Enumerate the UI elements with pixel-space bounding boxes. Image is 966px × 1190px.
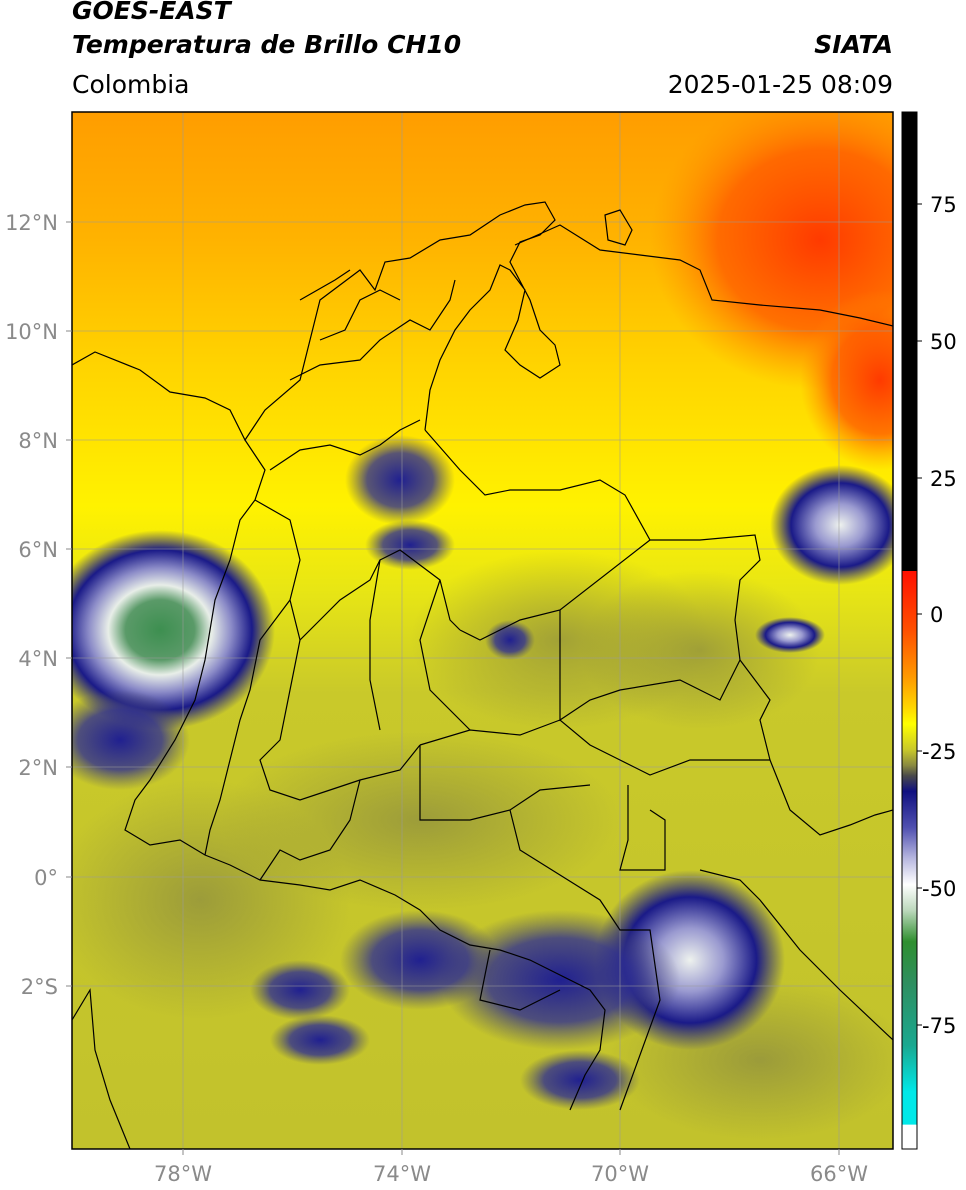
- colorbar-label: 0: [930, 603, 943, 627]
- lon-label: 78°W: [154, 1162, 212, 1186]
- lat-axis: 12°N 10°N 8°N 6°N 4°N 2°N 0° 2°S: [5, 211, 72, 999]
- lat-label: 10°N: [5, 320, 58, 344]
- convective-cloud-west: [72, 530, 275, 730]
- satellite-title: GOES-EAST: [72, 0, 231, 25]
- colorbar-label: -50: [922, 877, 956, 901]
- colorbar: 75 50 25 0 -25 -50 -75: [901, 111, 957, 1150]
- timestamp-label: 2025-01-25 08:09: [667, 70, 893, 99]
- colorbar-label: 50: [930, 330, 957, 354]
- lon-axis: 78°W 74°W 70°W 66°W: [154, 1149, 868, 1186]
- colorbar-label: -25: [922, 740, 956, 764]
- lon-label: 66°W: [810, 1162, 868, 1186]
- lat-label: 2°S: [21, 975, 58, 999]
- lon-label: 74°W: [373, 1162, 431, 1186]
- map-frame: [71, 111, 894, 1150]
- lat-label: 4°N: [18, 647, 58, 671]
- lat-label: 12°N: [5, 211, 58, 235]
- lat-label: 2°N: [18, 756, 58, 780]
- product-title: Temperatura de Brillo CH10: [72, 30, 462, 59]
- lat-label: 0°: [34, 866, 58, 890]
- borders: [72, 201, 893, 1149]
- graticule: [72, 112, 893, 1149]
- lat-label: 6°N: [18, 538, 58, 562]
- colorbar-label: 75: [930, 193, 957, 217]
- source-label: SIATA: [814, 30, 893, 59]
- colorbar-label: 25: [930, 467, 957, 491]
- satellite-image: [72, 112, 893, 1149]
- colorbar-label: -75: [922, 1014, 956, 1038]
- lat-label: 8°N: [18, 429, 58, 453]
- lon-label: 70°W: [591, 1162, 649, 1186]
- region-label: Colombia: [72, 70, 190, 99]
- convective-cloud-east: [770, 465, 893, 585]
